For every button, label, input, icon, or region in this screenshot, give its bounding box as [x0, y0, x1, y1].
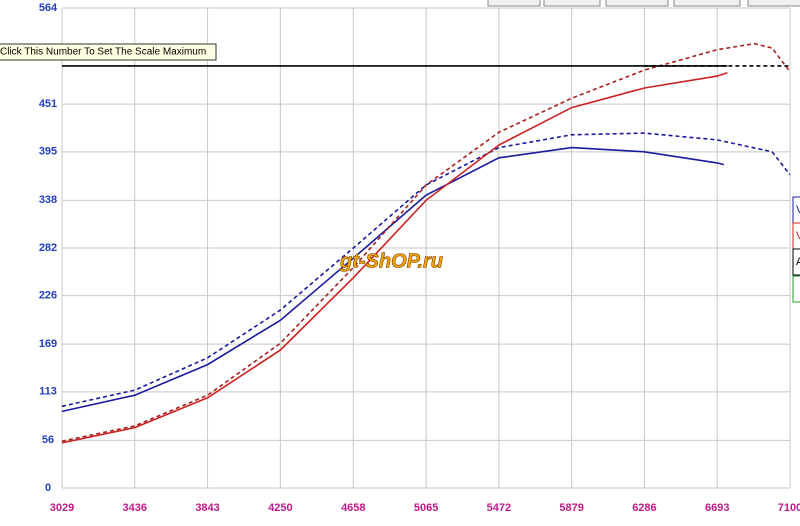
series-line [61, 42, 791, 442]
x-tick-label: 6286 [632, 502, 656, 514]
tooltip-text: Click This Number To Set The Scale Maxim… [0, 47, 206, 58]
legend-label: V [796, 204, 800, 216]
y-tick-label: 169 [39, 338, 57, 350]
series-line [61, 71, 728, 444]
x-tick-label: 7100 [778, 502, 800, 514]
series-line [61, 146, 724, 413]
button[interactable] [543, 0, 601, 7]
x-tick-label: 6693 [705, 502, 729, 514]
toolbar [487, 0, 800, 7]
button[interactable] [487, 0, 541, 7]
x-tick-label: 4658 [341, 502, 365, 514]
y-tick-label: 0 [45, 482, 51, 494]
x-tick-label: 5879 [559, 502, 583, 514]
x-tick-label: 4250 [268, 502, 292, 514]
y-tick-label: 564 [39, 2, 58, 14]
y-tick-label: 282 [39, 242, 57, 254]
y-tick-label: 226 [39, 290, 57, 302]
y-tick-label: 338 [39, 194, 57, 206]
y-tick-label: 395 [39, 146, 57, 158]
legend-box [792, 275, 800, 303]
button[interactable] [747, 0, 800, 7]
x-tick-label: 3843 [195, 502, 219, 514]
y-tick-label: 56 [42, 434, 54, 446]
button[interactable] [673, 0, 741, 7]
y-tick-label: 113 [39, 386, 57, 398]
y-tick-label: 451 [39, 98, 57, 110]
series-line [61, 132, 791, 408]
watermark: gt-ShOP.ru [339, 250, 443, 272]
lines [61, 42, 791, 444]
x-tick-label: 3436 [123, 502, 147, 514]
button[interactable] [605, 0, 669, 7]
legend: V V A [792, 196, 800, 303]
x-tick-label: 5472 [487, 502, 511, 514]
x-tick-label: 5065 [414, 502, 438, 514]
x-tick-label: 3029 [50, 502, 74, 514]
legend-label: V [796, 230, 800, 242]
legend-label: A [796, 256, 800, 268]
legend-box [792, 248, 800, 276]
tooltip [0, 43, 217, 61]
